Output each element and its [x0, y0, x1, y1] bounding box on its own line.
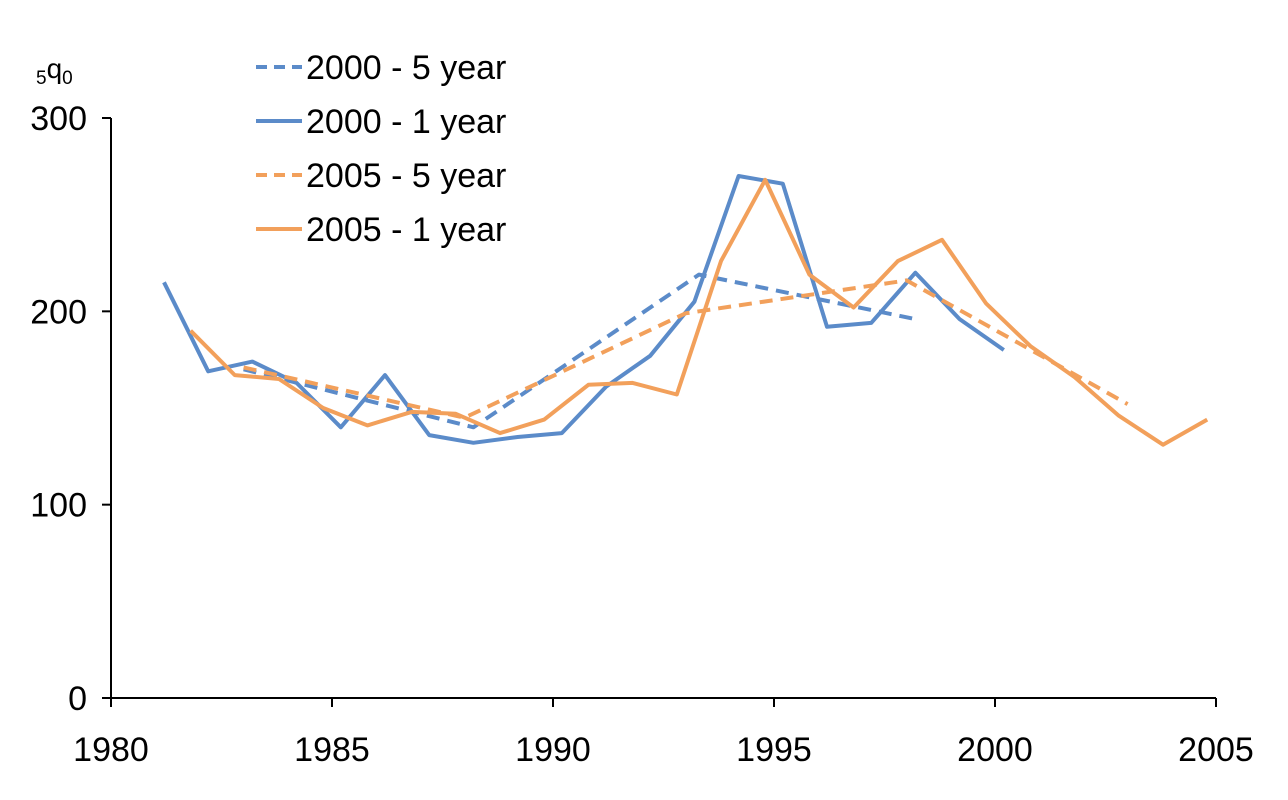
y-axis-label: 5q0	[36, 53, 73, 89]
y-axis-label-subscript-right: 0	[62, 68, 73, 89]
legend-label: 2005 - 1 year	[306, 211, 506, 249]
series-line	[243, 278, 1129, 420]
series-line	[189, 177, 1209, 447]
series-lines	[162, 174, 1209, 447]
axes	[110, 118, 1216, 699]
x-tick-label: 1980	[73, 731, 149, 769]
x-tick-label: 2000	[957, 731, 1033, 769]
x-tick-label: 2005	[1178, 731, 1254, 769]
legend-label: 2000 - 1 year	[306, 103, 506, 141]
y-axis-label-main: q	[47, 53, 63, 84]
y-tick-label: 100	[30, 487, 87, 525]
y-tick-label: 300	[30, 100, 87, 138]
y-tick-label: 200	[30, 293, 87, 331]
y-axis-label-subscript-left: 5	[36, 68, 47, 89]
series-line	[162, 174, 1005, 445]
legend-label: 2005 - 5 year	[306, 157, 506, 195]
y-ticks: 0 100 200 300	[30, 100, 111, 718]
x-ticks: 1980 1985 1990 1995 2000 2005	[73, 698, 1254, 769]
x-tick-label: 1985	[294, 731, 370, 769]
legend-label: 2000 - 5 year	[306, 49, 506, 87]
x-tick-label: 1990	[515, 731, 591, 769]
y-tick-label: 0	[68, 680, 87, 718]
x-tick-label: 1995	[736, 731, 812, 769]
legend: 2000 - 5 year 2000 - 1 year 2005 - 5 year 2…	[256, 49, 506, 249]
series-line	[243, 272, 916, 430]
